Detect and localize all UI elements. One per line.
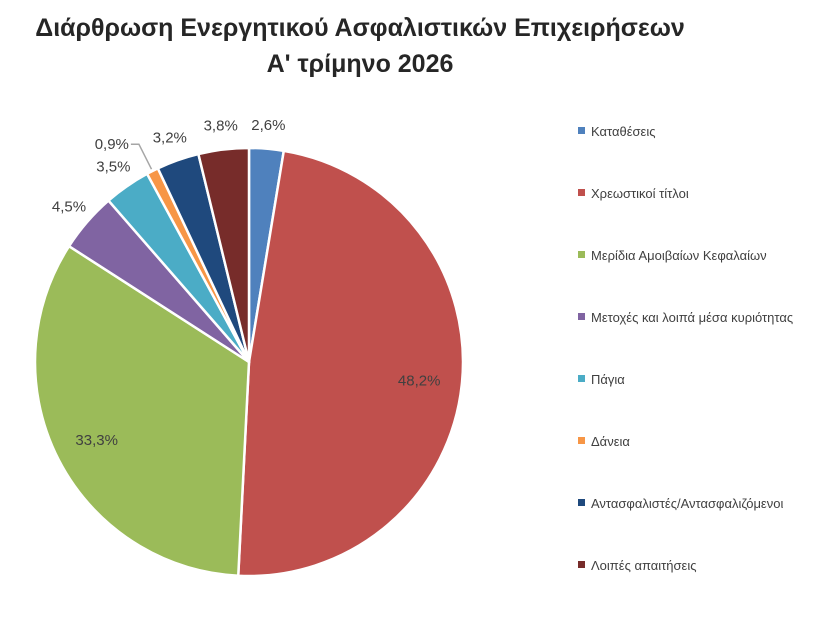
legend-label-7: Αντασφαλιστές/Αντασφαλιζόμενοι <box>591 496 783 511</box>
data-label-8: 3,8% <box>204 118 238 135</box>
legend-label-8: Λοιπές απαιτήσεις <box>591 558 697 573</box>
legend-swatch-8 <box>578 561 585 568</box>
pie-slice-8 <box>197 146 251 364</box>
data-label-6: 0,9% <box>95 136 129 153</box>
legend-label-2: Χρεωστικοί τίτλοι <box>591 186 689 201</box>
legend-swatch-2 <box>578 189 585 196</box>
legend-label-1: Καταθέσεις <box>591 124 656 139</box>
data-labels: 2,6% 48,2% 33,3% 4,5% 3,5% 0,9% 3,2% 3,8% <box>52 117 441 449</box>
legend-label-3: Μερίδια Αμοιβαίων Κεφαλαίων <box>591 248 767 263</box>
legend-swatch-3 <box>578 251 585 258</box>
data-label-2: 48,2% <box>398 372 441 389</box>
legend-swatch-4 <box>578 313 585 320</box>
pie-slice-2 <box>237 149 465 578</box>
legend-swatch-7 <box>578 499 585 506</box>
legend-swatch-1 <box>578 127 585 134</box>
legend-item-8: Λοιπές απαιτήσεις <box>578 558 697 573</box>
data-label-5: 3,5% <box>96 158 130 175</box>
legend-item-7: Αντασφαλιστές/Αντασφαλιζόμενοι <box>578 496 783 511</box>
legend-swatch-6 <box>578 437 585 444</box>
legend-label-6: Δάνεια <box>591 434 630 449</box>
legend-item-4: Μετοχές και λοιπά μέσα κυριότητας <box>578 310 793 325</box>
pie-slices <box>33 146 465 578</box>
leader-lines <box>130 143 153 170</box>
data-label-1: 2,6% <box>251 117 285 134</box>
data-label-3: 33,3% <box>75 432 118 449</box>
chart-title-line-1: Διάρθρωση Ενεργητικού Ασφαλιστικών Επιχε… <box>35 14 685 42</box>
legend-swatch-5 <box>578 375 585 382</box>
legend-label-4: Μετοχές και λοιπά μέσα κυριότητας <box>591 310 793 325</box>
chart-title-line-2: Α' τρίμηνο 2026 <box>266 50 454 78</box>
data-label-4: 4,5% <box>52 198 86 215</box>
legend: Καταθέσεις Χρεωστικοί τίτλοι Μερίδια Αμοιβ… <box>578 124 793 573</box>
legend-item-1: Καταθέσεις <box>578 124 656 139</box>
legend-item-5: Πάγια <box>578 372 625 387</box>
data-label-7: 3,2% <box>153 130 187 147</box>
legend-item-2: Χρεωστικοί τίτλοι <box>578 186 689 201</box>
leader-line-6 <box>130 143 153 170</box>
legend-item-6: Δάνεια <box>578 434 630 449</box>
legend-item-3: Μερίδια Αμοιβαίων Κεφαλαίων <box>578 248 767 263</box>
legend-label-5: Πάγια <box>591 372 625 387</box>
